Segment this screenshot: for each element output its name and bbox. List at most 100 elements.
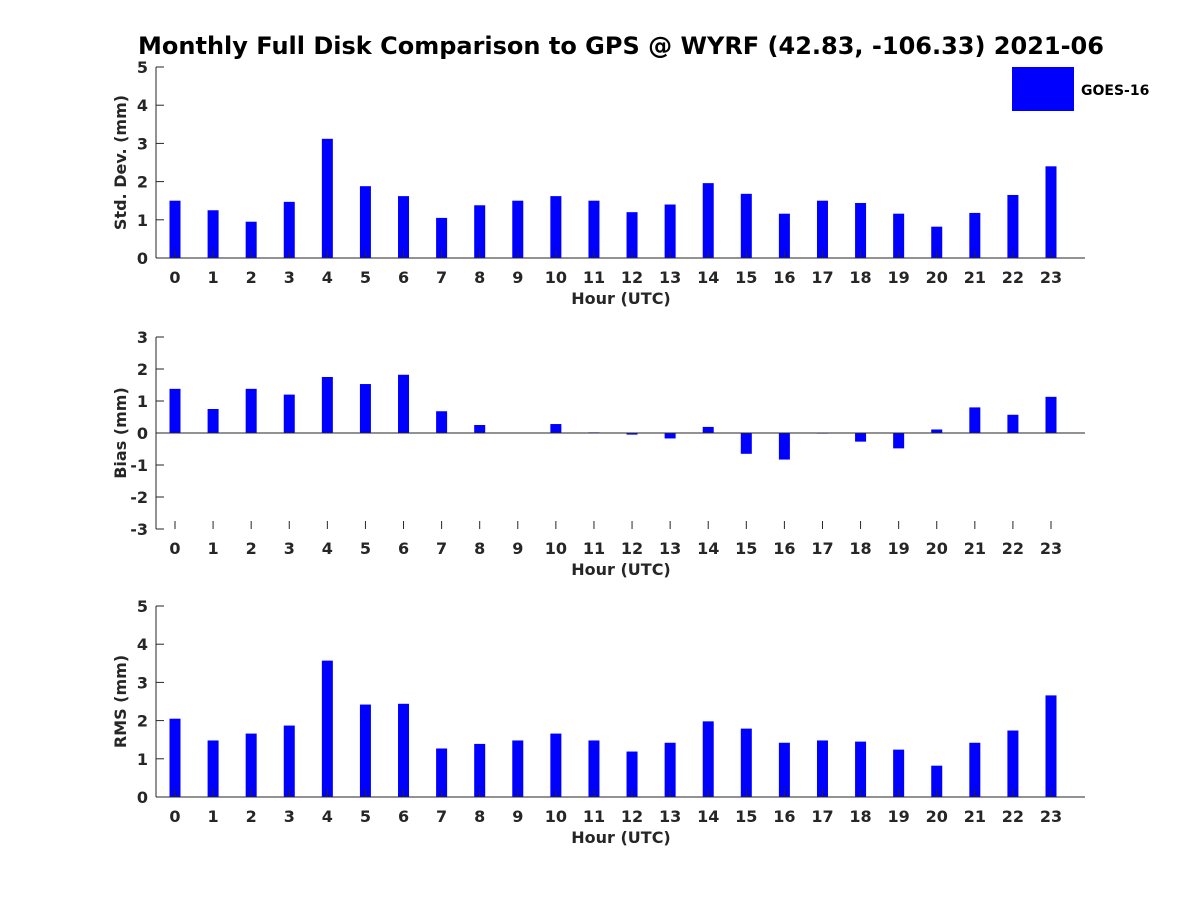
bias-bar-hour-16 [778, 433, 790, 460]
stddev-x-tick-label: 7 [436, 268, 447, 287]
rms-y-tick-label: 5 [137, 597, 148, 616]
stddev-bar-hour-22 [1007, 194, 1019, 258]
rms-bar-hour-7 [436, 748, 448, 797]
stddev-x-tick-label: 5 [360, 268, 371, 287]
stddev-x-axis-label: Hour (UTC) [571, 289, 671, 308]
bias-bar-hour-22 [1007, 414, 1019, 433]
stddev-bar-hour-15 [740, 193, 752, 258]
bias-bar-hour-13 [664, 433, 676, 439]
rms-x-tick-label: 0 [169, 807, 180, 826]
rms-bar-hour-19 [893, 749, 905, 797]
rms-x-tick-label: 5 [360, 807, 371, 826]
stddev-x-tick-label: 11 [583, 268, 605, 287]
bias-y-axis-label: Bias (mm) [111, 387, 130, 479]
bias-x-tick-label: 7 [436, 539, 447, 558]
bias-x-tick-label: 9 [512, 539, 523, 558]
legend: GOES-16 [1012, 67, 1149, 111]
stddev-x-tick-label: 4 [322, 268, 333, 287]
rms-bar-hour-8 [474, 743, 486, 797]
stddev-x-tick-label: 2 [246, 268, 257, 287]
bias-x-tick-label: 15 [735, 539, 757, 558]
rms-x-tick-label: 1 [208, 807, 219, 826]
stddev-x-tick-label: 12 [621, 268, 643, 287]
rms-x-tick-label: 22 [1002, 807, 1024, 826]
bias-x-tick-label: 2 [246, 539, 257, 558]
rms-bar-hour-4 [321, 660, 333, 797]
stddev-x-tick-label: 6 [398, 268, 409, 287]
rms-bar-hour-18 [855, 741, 867, 797]
stddev-bar-hour-11 [588, 200, 600, 258]
bias-bar-hour-12 [626, 433, 638, 435]
stddev-bar-hour-17 [816, 200, 828, 258]
bias-x-tick-label: 19 [888, 539, 910, 558]
bias-bar-hour-1 [207, 409, 219, 433]
bias-x-tick-label: 17 [811, 539, 833, 558]
rms-bar-hour-13 [664, 742, 676, 797]
bias-bar-hour-14 [702, 426, 714, 433]
stddev-x-tick-label: 23 [1040, 268, 1062, 287]
rms-bar-hour-16 [778, 742, 790, 797]
rms-bar-hour-20 [931, 765, 943, 797]
rms-x-tick-label: 11 [583, 807, 605, 826]
rms-x-tick-label: 15 [735, 807, 757, 826]
rms-bar-hour-1 [207, 740, 219, 797]
bias-x-tick-label: 10 [545, 539, 567, 558]
stddev-x-tick-label: 13 [659, 268, 681, 287]
bias-x-tick-label: 14 [697, 539, 719, 558]
bias-bar-hour-23 [1045, 396, 1057, 433]
stddev-bar-hour-20 [931, 226, 943, 258]
rms-x-axis-label: Hour (UTC) [571, 828, 671, 847]
rms-x-tick-label: 9 [512, 807, 523, 826]
rms-bar-hour-15 [740, 728, 752, 797]
stddev-bar-hour-19 [893, 213, 905, 258]
stddev-y-tick-label: 2 [137, 173, 148, 192]
stddev-bar-hour-8 [474, 205, 486, 258]
bias-x-tick-label: 12 [621, 539, 643, 558]
bias-y-tick-label: 1 [137, 392, 148, 411]
stddev-x-tick-label: 22 [1002, 268, 1024, 287]
rms-bar-hour-2 [245, 733, 257, 797]
rms-x-tick-label: 19 [888, 807, 910, 826]
rms-bar-hour-14 [702, 721, 714, 797]
rms-bar-hour-23 [1045, 695, 1057, 797]
bias-y-tick-label: 0 [137, 424, 148, 443]
bias-bar-hour-7 [436, 411, 448, 433]
bias-bar-hour-4 [321, 377, 333, 433]
stddev-x-tick-label: 1 [208, 268, 219, 287]
bias-bar-hour-15 [740, 433, 752, 454]
bias-x-tick-label: 16 [773, 539, 795, 558]
rms-x-tick-label: 6 [398, 807, 409, 826]
stddev-bar-hour-2 [245, 221, 257, 258]
bias-x-tick-label: 23 [1040, 539, 1062, 558]
figure-title: Monthly Full Disk Comparison to GPS @ WY… [138, 32, 1104, 60]
bias-x-tick-label: 11 [583, 539, 605, 558]
bias-bar-hour-21 [969, 407, 981, 433]
bias-bar-hour-8 [474, 425, 486, 433]
rms-bar-hour-0 [169, 718, 181, 797]
rms-bar-hour-12 [626, 751, 638, 797]
rms-y-tick-label: 0 [137, 788, 148, 807]
stddev-y-tick-label: 0 [137, 249, 148, 268]
stddev-y-tick-label: 3 [137, 134, 148, 153]
stddev-bar-hour-18 [855, 202, 867, 258]
stddev-x-tick-label: 0 [169, 268, 180, 287]
stddev-bar-hour-1 [207, 210, 219, 258]
rms-x-tick-label: 2 [246, 807, 257, 826]
rms-x-tick-label: 4 [322, 807, 333, 826]
rms-x-tick-label: 7 [436, 807, 447, 826]
rms-bar-hour-6 [398, 703, 410, 797]
stddev-x-tick-label: 19 [888, 268, 910, 287]
stddev-bar-hour-23 [1045, 166, 1057, 258]
rms-y-tick-label: 1 [137, 750, 148, 769]
stddev-x-tick-label: 16 [773, 268, 795, 287]
stddev-bar-hour-4 [321, 138, 333, 258]
bias-bar-hour-19 [893, 433, 905, 449]
rms-bar-hour-3 [283, 725, 295, 797]
stddev-bar-hour-13 [664, 204, 676, 258]
bias-x-axis-label: Hour (UTC) [571, 560, 671, 579]
stddev-x-tick-label: 8 [474, 268, 485, 287]
